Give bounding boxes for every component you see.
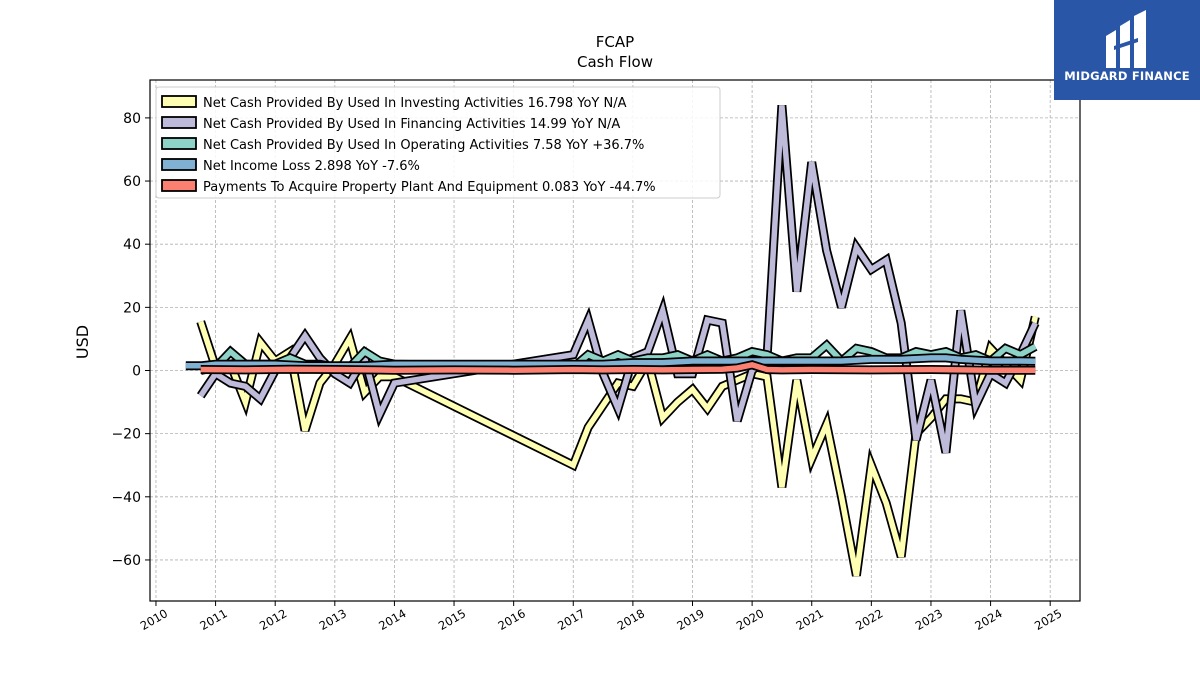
legend-label: Net Cash Provided By Used In Operating A… [203, 138, 644, 153]
legend: Net Cash Provided By Used In Investing A… [155, 86, 721, 199]
series-layer [185, 104, 1040, 577]
x-tick-label: 2021 [794, 606, 826, 633]
x-tick-label: 2013 [317, 606, 349, 633]
series-stroke [198, 316, 1038, 577]
y-tick-label: −20 [111, 427, 141, 443]
x-tick-label: 2018 [615, 606, 647, 633]
series-line [200, 360, 1036, 375]
legend-label: Net Income Loss 2.898 YoY -7.6% [203, 159, 420, 174]
y-tick-label: 60 [123, 174, 141, 190]
x-tick-label: 2016 [495, 606, 527, 633]
logo-text: MIDGARD FINANCE [1064, 69, 1190, 83]
legend-swatch [161, 137, 197, 150]
x-tick-label: 2020 [734, 606, 766, 633]
y-tick-label: −60 [111, 553, 141, 569]
legend-label: Payments To Acquire Property Plant And E… [203, 180, 656, 195]
chart-title: FCAP [596, 33, 634, 51]
x-tick-label: 2017 [555, 606, 587, 633]
legend-label: Net Cash Provided By Used In Financing A… [203, 117, 620, 132]
legend-swatch [161, 95, 197, 108]
y-tick-label: 20 [123, 300, 141, 316]
legend-box [155, 86, 721, 199]
midgard-logo-icon [1106, 10, 1146, 68]
legend-swatch [161, 158, 197, 171]
x-tick-label: 2010 [138, 606, 170, 633]
legend-swatch [161, 179, 197, 192]
x-tick-label: 2014 [376, 606, 408, 633]
x-tick-label: 2015 [436, 606, 468, 633]
y-tick-label: 0 [132, 363, 141, 379]
y-tick-label: −40 [111, 490, 141, 506]
series-stroke [200, 361, 1036, 373]
series-line [196, 315, 1040, 577]
y-axis-label: USD [73, 325, 92, 359]
series-line [196, 104, 1040, 454]
x-tick-label: 2011 [197, 606, 229, 633]
x-tick-label: 2019 [674, 606, 706, 633]
x-tick-label: 2012 [257, 606, 289, 633]
brand-logo: MIDGARD FINANCE [1054, 0, 1200, 100]
chart-subtitle: Cash Flow [577, 53, 653, 71]
plot-frame [149, 79, 1081, 602]
x-tick-label: 2024 [972, 606, 1004, 633]
x-tick-label: 2023 [913, 606, 945, 633]
legend-label: Net Cash Provided By Used In Investing A… [203, 96, 627, 111]
x-tick-label: 2022 [853, 606, 885, 633]
legend-swatch [161, 116, 197, 129]
series-stroke [198, 105, 1038, 454]
y-tick-label: 40 [123, 237, 141, 253]
y-tick-label: 80 [123, 111, 141, 127]
x-tick-label: 2025 [1032, 606, 1064, 633]
